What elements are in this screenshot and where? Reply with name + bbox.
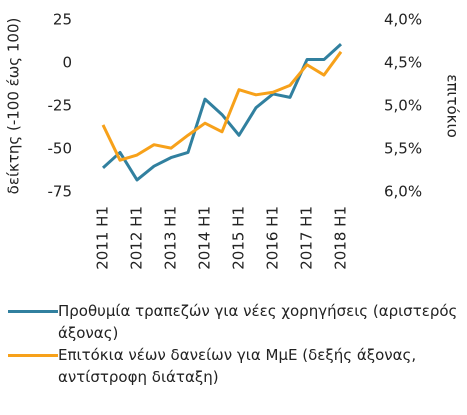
legend-swatch [8,310,58,313]
y-tick-label: -75 [48,183,73,201]
y2-tick-label: 5,5% [384,140,422,158]
x-tick-label: 2016 H1 [264,206,282,270]
y-tick-label: -25 [48,97,73,115]
x-tick-label: 2018 H1 [332,206,350,270]
y2-tick-label: 4,5% [384,54,422,72]
legend-swatch [8,354,58,357]
legend-label: Επιτόκια νέων δανείων για ΜμΕ (δεξής άξο… [58,346,417,386]
y-tick-label: 25 [53,11,72,29]
y2-axis-title: επιτόκιο [444,74,462,138]
y2-tick-label: 5,0% [384,97,422,115]
legend-entry: Προθυμία τραπεζών για νέες χορηγήσεις (α… [8,300,466,344]
y-tick-label: 0 [62,54,72,72]
y2-tick-label: 6,0% [384,183,422,201]
legend-label: Προθυμία τραπεζών για νέες χορηγήσεις (α… [58,302,458,342]
x-tick-label: 2013 H1 [162,206,180,270]
x-tick-label: 2012 H1 [128,206,146,270]
series-line [101,50,343,162]
y2-tick-label: 4,0% [384,11,422,29]
legend: Προθυμία τραπεζών για νέες χορηγήσεις (α… [8,300,466,388]
x-tick-label: 2011 H1 [94,206,112,270]
y-axis-title: δείκτης (-100 έως 100) [5,18,23,195]
y-tick-label: -50 [48,140,73,158]
x-tick-label: 2014 H1 [196,206,214,270]
x-tick-label: 2017 H1 [298,206,316,270]
chart: δείκτης (-100 έως 100) επιτόκιο 25 0 -25 -5… [5,11,462,270]
x-tick-label: 2015 H1 [230,206,248,270]
legend-entry: Επιτόκια νέων δανείων για ΜμΕ (δεξής άξο… [8,344,466,388]
